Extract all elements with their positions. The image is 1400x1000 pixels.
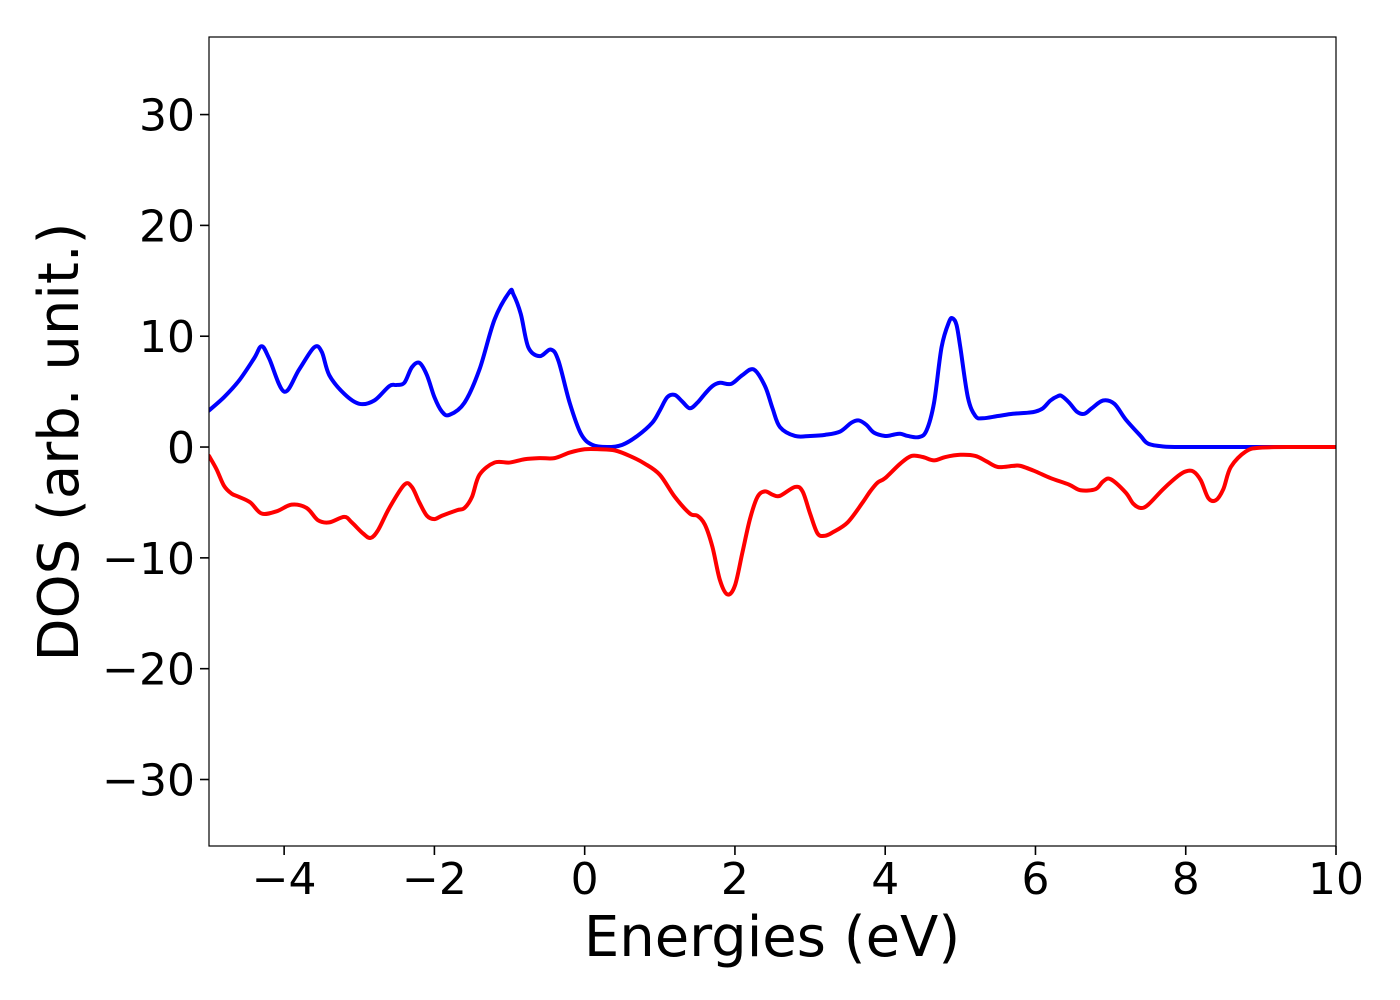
plot-frame — [208, 36, 1337, 847]
x-tick-label: 6 — [1021, 854, 1049, 905]
y-tick-label: −20 — [102, 645, 195, 696]
y-axis-title: DOS (arb. unit.) — [27, 222, 92, 661]
y-tick-label: −30 — [102, 756, 195, 807]
x-axis-title: Energies (eV) — [584, 905, 960, 970]
spin-up-dos-line — [209, 287, 1336, 450]
spin-down-dos-line — [209, 445, 1336, 597]
y-tick-label: 30 — [139, 91, 195, 142]
x-tick-label: −2 — [402, 854, 467, 905]
x-tick-label: 8 — [1172, 854, 1200, 905]
x-tick-label: 0 — [571, 854, 599, 905]
y-tick-label: 20 — [139, 201, 195, 252]
y-tick-label: 10 — [139, 312, 195, 363]
y-tick-label: 0 — [167, 423, 195, 474]
x-tick-label: 10 — [1308, 854, 1364, 905]
y-tick-label: −10 — [102, 534, 195, 585]
x-tick-label: 4 — [871, 854, 899, 905]
plot-area — [209, 287, 1336, 597]
x-tick-label: 2 — [721, 854, 749, 905]
x-tick-label: −4 — [252, 854, 317, 905]
